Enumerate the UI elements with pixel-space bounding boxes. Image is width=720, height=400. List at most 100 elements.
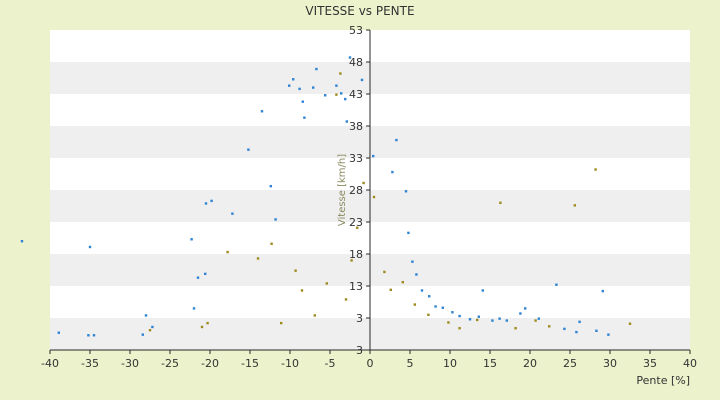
data-point-blue	[505, 319, 508, 322]
data-point-blue	[151, 325, 154, 329]
data-point-blue	[428, 295, 431, 298]
data-point-blue	[372, 154, 375, 158]
data-point-blue	[231, 212, 234, 215]
y-tick-label: 23	[349, 216, 363, 229]
data-point-olive	[458, 327, 461, 330]
data-point-blue	[192, 307, 196, 310]
data-point-blue	[344, 97, 347, 101]
x-tick-label: 15	[483, 357, 497, 370]
data-point-olive	[335, 93, 338, 96]
x-tick-label: -30	[121, 357, 139, 370]
data-point-blue	[391, 170, 394, 174]
data-point-blue	[196, 276, 200, 279]
data-point-olive	[573, 204, 576, 207]
x-tick-label: 0	[367, 357, 374, 370]
data-point-olive	[294, 269, 297, 272]
data-point-olive	[206, 321, 209, 325]
data-point-olive	[344, 298, 348, 301]
data-point-olive	[280, 321, 283, 325]
y-tick-label: 33	[349, 152, 363, 165]
data-point-blue	[204, 202, 208, 205]
data-point-blue	[481, 289, 484, 292]
data-point-blue	[468, 318, 472, 321]
data-point-blue	[303, 116, 306, 119]
data-point-blue	[575, 330, 578, 334]
data-point-blue	[498, 317, 501, 320]
data-point-blue	[144, 314, 148, 317]
data-point-blue	[340, 92, 343, 95]
data-point-olive	[226, 250, 229, 254]
data-point-blue	[92, 334, 96, 337]
data-point-blue	[524, 307, 527, 310]
chart-title: VITESSE vs PENTE	[305, 4, 414, 18]
data-point-blue	[57, 331, 60, 334]
data-point-blue	[274, 218, 277, 221]
y-axis-label-group: Vitesse [km/h]	[337, 154, 348, 226]
data-point-blue	[395, 138, 398, 142]
data-point-blue	[441, 306, 444, 309]
data-point-olive	[372, 195, 376, 199]
data-point-blue	[298, 87, 301, 91]
data-point-blue	[578, 320, 581, 324]
data-point-blue	[301, 100, 304, 103]
x-tick-label: 30	[603, 357, 617, 370]
x-tick-label: 40	[683, 357, 697, 370]
data-point-blue	[20, 240, 24, 243]
data-point-olive	[256, 257, 260, 260]
data-point-olive	[325, 282, 328, 285]
x-tick-label: -15	[241, 357, 259, 370]
y-tick-label: 43	[349, 88, 363, 101]
data-point-blue	[87, 334, 90, 337]
data-point-blue	[345, 120, 348, 123]
y-tick-label: 53	[349, 24, 363, 37]
data-point-blue	[451, 311, 454, 314]
data-point-olive	[628, 322, 632, 325]
x-tick-label: -5	[325, 357, 336, 370]
y-tick-label: 3	[356, 312, 363, 325]
data-point-olive	[200, 325, 204, 329]
data-point-blue	[563, 327, 566, 331]
data-point-blue	[411, 260, 414, 263]
data-point-blue	[420, 289, 424, 292]
data-point-olive	[476, 318, 479, 322]
data-point-olive	[356, 226, 359, 229]
y-tick-label: 28	[349, 184, 363, 197]
data-point-blue	[601, 289, 604, 293]
data-point-blue	[555, 283, 558, 286]
y-tick-label: 3	[356, 344, 363, 357]
data-point-blue	[335, 84, 338, 87]
x-tick-label: -40	[41, 357, 59, 370]
data-point-blue	[477, 315, 480, 318]
y-tick-label: 48	[349, 56, 363, 69]
data-point-olive	[499, 201, 502, 204]
y-tick-label: 13	[349, 280, 363, 293]
data-point-blue	[491, 319, 494, 322]
data-point-olive	[339, 72, 342, 75]
x-tick-label: 25	[563, 357, 577, 370]
x-tick-label: -10	[281, 357, 299, 370]
data-point-blue	[360, 78, 364, 82]
data-point-olive	[427, 313, 430, 316]
x-tick-label: 35	[643, 357, 657, 370]
data-point-olive	[447, 321, 450, 324]
y-tick-label: 38	[349, 120, 363, 133]
data-point-olive	[413, 303, 416, 306]
data-point-olive	[148, 328, 152, 332]
data-point-blue	[88, 245, 92, 249]
x-tick-label: -25	[161, 357, 179, 370]
data-point-blue	[595, 329, 598, 332]
data-point-blue	[292, 78, 295, 81]
data-point-olive	[389, 288, 392, 292]
data-point-blue	[434, 305, 437, 308]
y-tick-label: 18	[349, 248, 363, 261]
data-point-blue	[415, 273, 418, 276]
data-point-blue	[210, 199, 213, 203]
data-point-olive	[548, 325, 551, 328]
data-point-blue	[324, 94, 327, 97]
data-point-blue	[204, 272, 207, 276]
data-point-olive	[534, 319, 537, 322]
data-point-blue	[190, 238, 193, 241]
x-axis-label: Pente [%]	[636, 374, 690, 387]
data-point-blue	[458, 314, 461, 318]
